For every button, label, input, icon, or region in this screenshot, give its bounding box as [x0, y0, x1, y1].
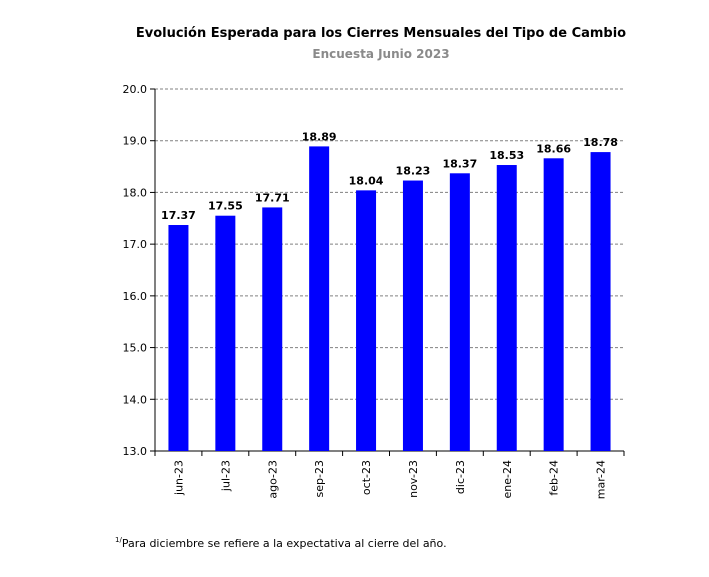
y-tick-label: 13.0: [123, 445, 148, 458]
y-tick-label: 14.0: [123, 393, 148, 406]
bar-chart: 17.37 17.55 17.71 18.89 18.04 18.23 18.37 18.53…: [123, 83, 625, 499]
bars: [168, 146, 611, 452]
data-label: 18.23: [396, 165, 431, 178]
bar: [496, 165, 517, 451]
y-tick-label: 17.0: [123, 238, 148, 251]
bar: [449, 173, 470, 451]
bar: [356, 190, 377, 452]
footnote: 1/Para diciembre se refiere a la expecta…: [115, 536, 447, 550]
data-label: 18.37: [442, 157, 477, 170]
chart-frame: Evolución Esperada para los Cierres Mens…: [115, 12, 647, 520]
x-tick-label: jun-23: [172, 460, 185, 496]
data-label: 17.55: [208, 200, 243, 213]
y-tick-label: 20.0: [123, 83, 148, 96]
data-label: 18.53: [489, 149, 524, 162]
x-tick-label: nov-23: [407, 460, 420, 498]
bar: [262, 207, 283, 451]
x-tick-labels: jun-23 jul-23 ago-23 sep-23 oct-23 nov-23 dic-…: [172, 460, 607, 499]
y-tick-label: 16.0: [123, 290, 148, 303]
bar: [590, 152, 611, 451]
bar: [215, 215, 236, 451]
bar: [543, 158, 564, 451]
footnote-marker: 1/: [115, 536, 122, 544]
chart-subtitle: Encuesta Junio 2023: [312, 47, 450, 61]
y-tick-label: 18.0: [123, 186, 148, 199]
data-label: 17.71: [255, 191, 290, 204]
data-labels: 17.37 17.55 17.71 18.89 18.04 18.23 18.37 18.53…: [161, 130, 618, 222]
x-tick-label: jul-23: [219, 460, 232, 492]
x-tick-label: sep-23: [313, 460, 326, 497]
footnote-text: Para diciembre se refiere a la expectati…: [121, 537, 447, 550]
y-tick-label: 15.0: [123, 342, 148, 355]
data-label: 18.04: [349, 174, 384, 187]
data-label: 18.78: [583, 136, 618, 149]
data-label: 17.37: [161, 209, 196, 222]
x-tick-label: oct-23: [360, 460, 373, 495]
bar: [309, 146, 330, 451]
y-tick-label: 19.0: [123, 135, 148, 148]
bar: [402, 180, 423, 451]
data-label: 18.66: [536, 142, 571, 155]
x-tick-label: mar-24: [595, 460, 608, 499]
x-tick-label: dic-23: [454, 460, 467, 494]
data-label: 18.89: [302, 130, 337, 143]
x-tick-label: feb-24: [548, 460, 561, 496]
y-tick-labels: 13.0 14.0 15.0 16.0 17.0 18.0 19.0 20.0: [123, 83, 148, 458]
bar: [168, 225, 189, 451]
x-tick-label: ene-24: [501, 460, 514, 498]
x-tick-label: ago-23: [266, 460, 279, 499]
chart-title: Evolución Esperada para los Cierres Mens…: [135, 26, 627, 41]
